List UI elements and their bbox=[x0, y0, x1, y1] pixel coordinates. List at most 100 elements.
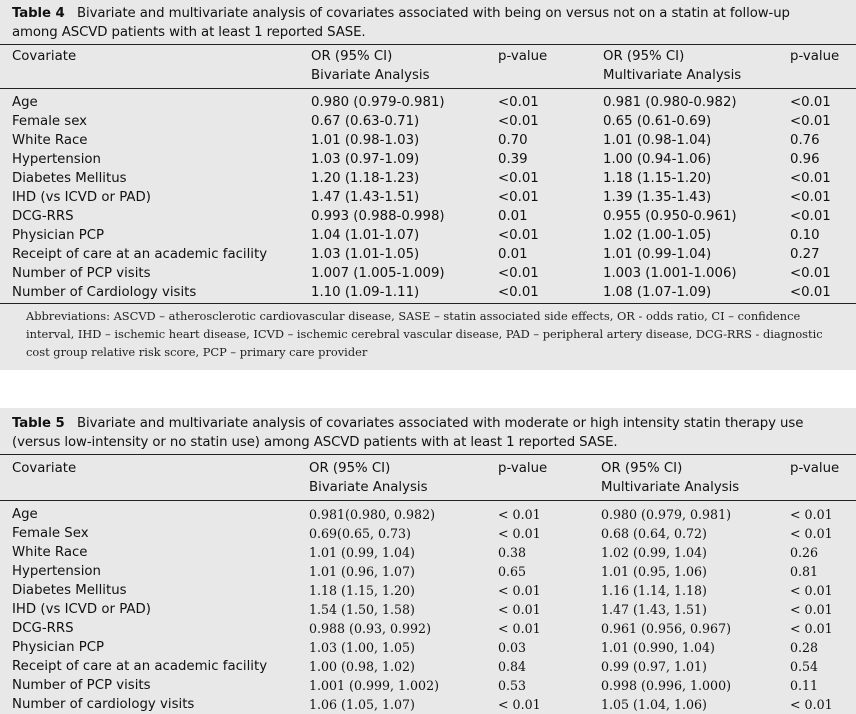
p-multivariate-cell: < 0.01 bbox=[790, 697, 833, 712]
or-multivariate-cell: 1.01 (0.95, 1.06) bbox=[601, 564, 707, 579]
p-multivariate-cell: 0.96 bbox=[790, 152, 820, 167]
covariate-cell: Number of Cardiology visits bbox=[12, 285, 197, 300]
or-bivariate-cell: 1.20 (1.18-1.23) bbox=[311, 171, 420, 186]
t4-header-p-mult: p-value bbox=[790, 49, 840, 64]
t4-header-p-biv: p-value bbox=[498, 49, 548, 64]
table-5-top-rule bbox=[0, 454, 856, 455]
covariate-cell: DCG-RRS bbox=[12, 621, 74, 636]
or-multivariate-cell: 1.08 (1.07-1.09) bbox=[603, 285, 712, 300]
or-bivariate-cell: 1.00 (0.98, 1.02) bbox=[309, 659, 415, 674]
or-bivariate-cell: 1.18 (1.15, 1.20) bbox=[309, 583, 415, 598]
or-bivariate-cell: 1.10 (1.09-1.11) bbox=[311, 285, 420, 300]
p-multivariate-cell: <0.01 bbox=[790, 171, 831, 186]
or-bivariate-cell: 1.01 (0.98-1.03) bbox=[311, 133, 420, 148]
p-multivariate-cell: 0.28 bbox=[790, 640, 819, 655]
covariate-cell: Physician PCP bbox=[12, 228, 105, 243]
p-multivariate-cell: < 0.01 bbox=[790, 602, 833, 617]
table-5: Table 5 Bivariate and multivariate analy… bbox=[0, 408, 856, 714]
p-multivariate-cell: < 0.01 bbox=[790, 583, 833, 598]
p-multivariate-cell: <0.01 bbox=[790, 114, 831, 129]
or-multivariate-cell: 1.01 (0.99-1.04) bbox=[603, 247, 712, 262]
t5-header-p-mult: p-value bbox=[790, 461, 840, 476]
t5-header-p-biv: p-value bbox=[498, 461, 548, 476]
or-multivariate-cell: 1.39 (1.35-1.43) bbox=[603, 190, 712, 205]
p-bivariate-cell: 0.38 bbox=[498, 545, 527, 560]
or-bivariate-cell: 1.007 (1.005-1.009) bbox=[311, 266, 445, 281]
p-multivariate-cell: <0.01 bbox=[790, 209, 831, 224]
or-bivariate-cell: 1.04 (1.01-1.07) bbox=[311, 228, 420, 243]
covariate-cell: Female Sex bbox=[12, 526, 89, 541]
table-5-title: Bivariate and multivariate analysis of c… bbox=[12, 416, 804, 450]
p-bivariate-cell: 0.65 bbox=[498, 564, 527, 579]
p-multivariate-cell: 0.26 bbox=[790, 545, 819, 560]
covariate-cell: Hypertension bbox=[12, 152, 101, 167]
covariate-cell: Number of PCP visits bbox=[12, 266, 151, 281]
p-bivariate-cell: 0.03 bbox=[498, 640, 527, 655]
or-multivariate-cell: 1.003 (1.001-1.006) bbox=[603, 266, 737, 281]
p-bivariate-cell: 0.01 bbox=[498, 247, 528, 262]
covariate-cell: Female sex bbox=[12, 114, 88, 129]
p-multivariate-cell: 0.11 bbox=[790, 678, 819, 693]
p-bivariate-cell: <0.01 bbox=[498, 190, 539, 205]
covariate-cell: Physician PCP bbox=[12, 640, 105, 655]
or-multivariate-cell: 0.65 (0.61-0.69) bbox=[603, 114, 712, 129]
or-multivariate-cell: 1.05 (1.04, 1.06) bbox=[601, 697, 707, 712]
p-multivariate-cell: 0.81 bbox=[790, 564, 819, 579]
or-multivariate-cell: 1.16 (1.14, 1.18) bbox=[601, 583, 707, 598]
p-bivariate-cell: 0.39 bbox=[498, 152, 528, 167]
covariate-cell: DCG-RRS bbox=[12, 209, 74, 224]
or-bivariate-cell: 0.980 (0.979-0.981) bbox=[311, 95, 445, 110]
p-bivariate-cell: <0.01 bbox=[498, 228, 539, 243]
table-5-caption: Table 5 Bivariate and multivariate analy… bbox=[12, 414, 838, 452]
p-bivariate-cell: < 0.01 bbox=[498, 583, 541, 598]
or-bivariate-cell: 0.988 (0.93, 0.992) bbox=[309, 621, 431, 636]
t5-header-or-mult: OR (95% CI) bbox=[601, 461, 683, 476]
p-bivariate-cell: < 0.01 bbox=[498, 507, 541, 522]
t5-header-mult-analysis: Multivariate Analysis bbox=[601, 480, 740, 495]
or-bivariate-cell: 0.981(0.980, 0.982) bbox=[309, 507, 435, 522]
covariate-cell: White Race bbox=[12, 133, 88, 148]
covariate-cell: Diabetes Mellitus bbox=[12, 583, 127, 598]
table-4-header-rule bbox=[0, 88, 856, 89]
or-bivariate-cell: 0.69(0.65, 0.73) bbox=[309, 526, 411, 541]
p-multivariate-cell: 0.54 bbox=[790, 659, 819, 674]
covariate-cell: Age bbox=[12, 507, 38, 522]
table-5-label: Table 5 bbox=[12, 416, 65, 431]
p-multivariate-cell: 0.76 bbox=[790, 133, 820, 148]
or-bivariate-cell: 1.47 (1.43-1.51) bbox=[311, 190, 420, 205]
covariate-cell: Diabetes Mellitus bbox=[12, 171, 127, 186]
p-bivariate-cell: 0.84 bbox=[498, 659, 527, 674]
p-multivariate-cell: <0.01 bbox=[790, 95, 831, 110]
table-5-header-rule bbox=[0, 500, 856, 501]
t4-header-or-biv: OR (95% CI) bbox=[311, 49, 393, 64]
covariate-cell: Age bbox=[12, 95, 38, 110]
table-4-top-rule bbox=[0, 44, 856, 45]
or-multivariate-cell: 0.955 (0.950-0.961) bbox=[603, 209, 737, 224]
or-multivariate-cell: 1.18 (1.15-1.20) bbox=[603, 171, 712, 186]
p-bivariate-cell: 0.01 bbox=[498, 209, 528, 224]
or-bivariate-cell: 1.03 (1.00, 1.05) bbox=[309, 640, 415, 655]
covariate-cell: White Race bbox=[12, 545, 88, 560]
or-bivariate-cell: 1.03 (0.97-1.09) bbox=[311, 152, 420, 167]
p-bivariate-cell: <0.01 bbox=[498, 171, 539, 186]
or-multivariate-cell: 1.01 (0.990, 1.04) bbox=[601, 640, 715, 655]
p-multivariate-cell: < 0.01 bbox=[790, 507, 833, 522]
p-bivariate-cell: 0.70 bbox=[498, 133, 528, 148]
or-multivariate-cell: 1.02 (0.99, 1.04) bbox=[601, 545, 707, 560]
table-4-footnote: Abbreviations: ASCVD – atherosclerotic c… bbox=[12, 307, 842, 361]
p-bivariate-cell: < 0.01 bbox=[498, 526, 541, 541]
p-bivariate-cell: <0.01 bbox=[498, 266, 539, 281]
covariate-cell: Receipt of care at an academic facility bbox=[12, 659, 268, 674]
p-multivariate-cell: 0.10 bbox=[790, 228, 820, 243]
or-multivariate-cell: 1.00 (0.94-1.06) bbox=[603, 152, 712, 167]
or-bivariate-cell: 1.54 (1.50, 1.58) bbox=[309, 602, 415, 617]
or-multivariate-cell: 1.01 (0.98-1.04) bbox=[603, 133, 712, 148]
table-4: Table 4 Bivariate and multivariate analy… bbox=[0, 0, 856, 370]
p-multivariate-cell: < 0.01 bbox=[790, 526, 833, 541]
table-4-title: Bivariate and multivariate analysis of c… bbox=[12, 6, 790, 40]
or-multivariate-cell: 0.68 (0.64, 0.72) bbox=[601, 526, 707, 541]
or-multivariate-cell: 0.961 (0.956, 0.967) bbox=[601, 621, 731, 636]
or-bivariate-cell: 1.001 (0.999, 1.002) bbox=[309, 678, 439, 693]
p-bivariate-cell: < 0.01 bbox=[498, 602, 541, 617]
or-multivariate-cell: 0.99 (0.97, 1.01) bbox=[601, 659, 707, 674]
